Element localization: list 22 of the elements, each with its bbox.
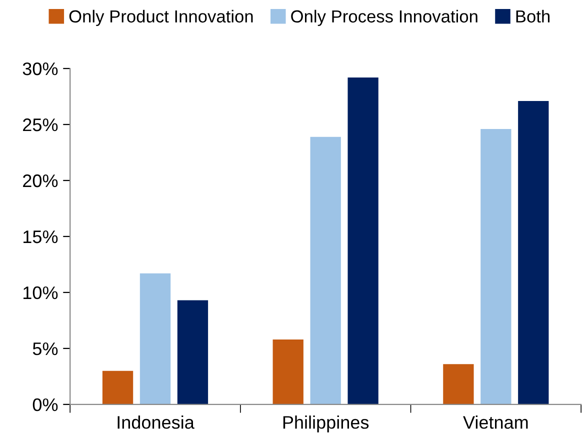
y-tick-label: 10% [24,286,58,300]
y-tick-label: 15% [24,230,58,244]
bar [177,300,208,404]
y-tick-label: 25% [23,118,58,132]
legend-label: Only Product Innovation [69,10,253,26]
y-tick-label: 0% [32,398,58,412]
bar [518,100,549,404]
y-tick-label: 20% [23,174,58,188]
x-tick-label: Vietnam [463,416,528,429]
bar [348,77,378,404]
bar [102,370,134,404]
bar [140,273,171,404]
legend-label: Both [516,10,550,23]
bar [272,339,304,404]
bar [443,364,474,404]
bar [480,128,512,404]
legend-label: Only Process Innovation [291,10,478,26]
y-tick-label: 30% [22,62,58,76]
x-tick-label: Indonesia [118,416,194,429]
y-tick-label: 5% [32,342,58,356]
x-tick-label: Philippines [283,416,369,432]
bar [310,136,341,404]
